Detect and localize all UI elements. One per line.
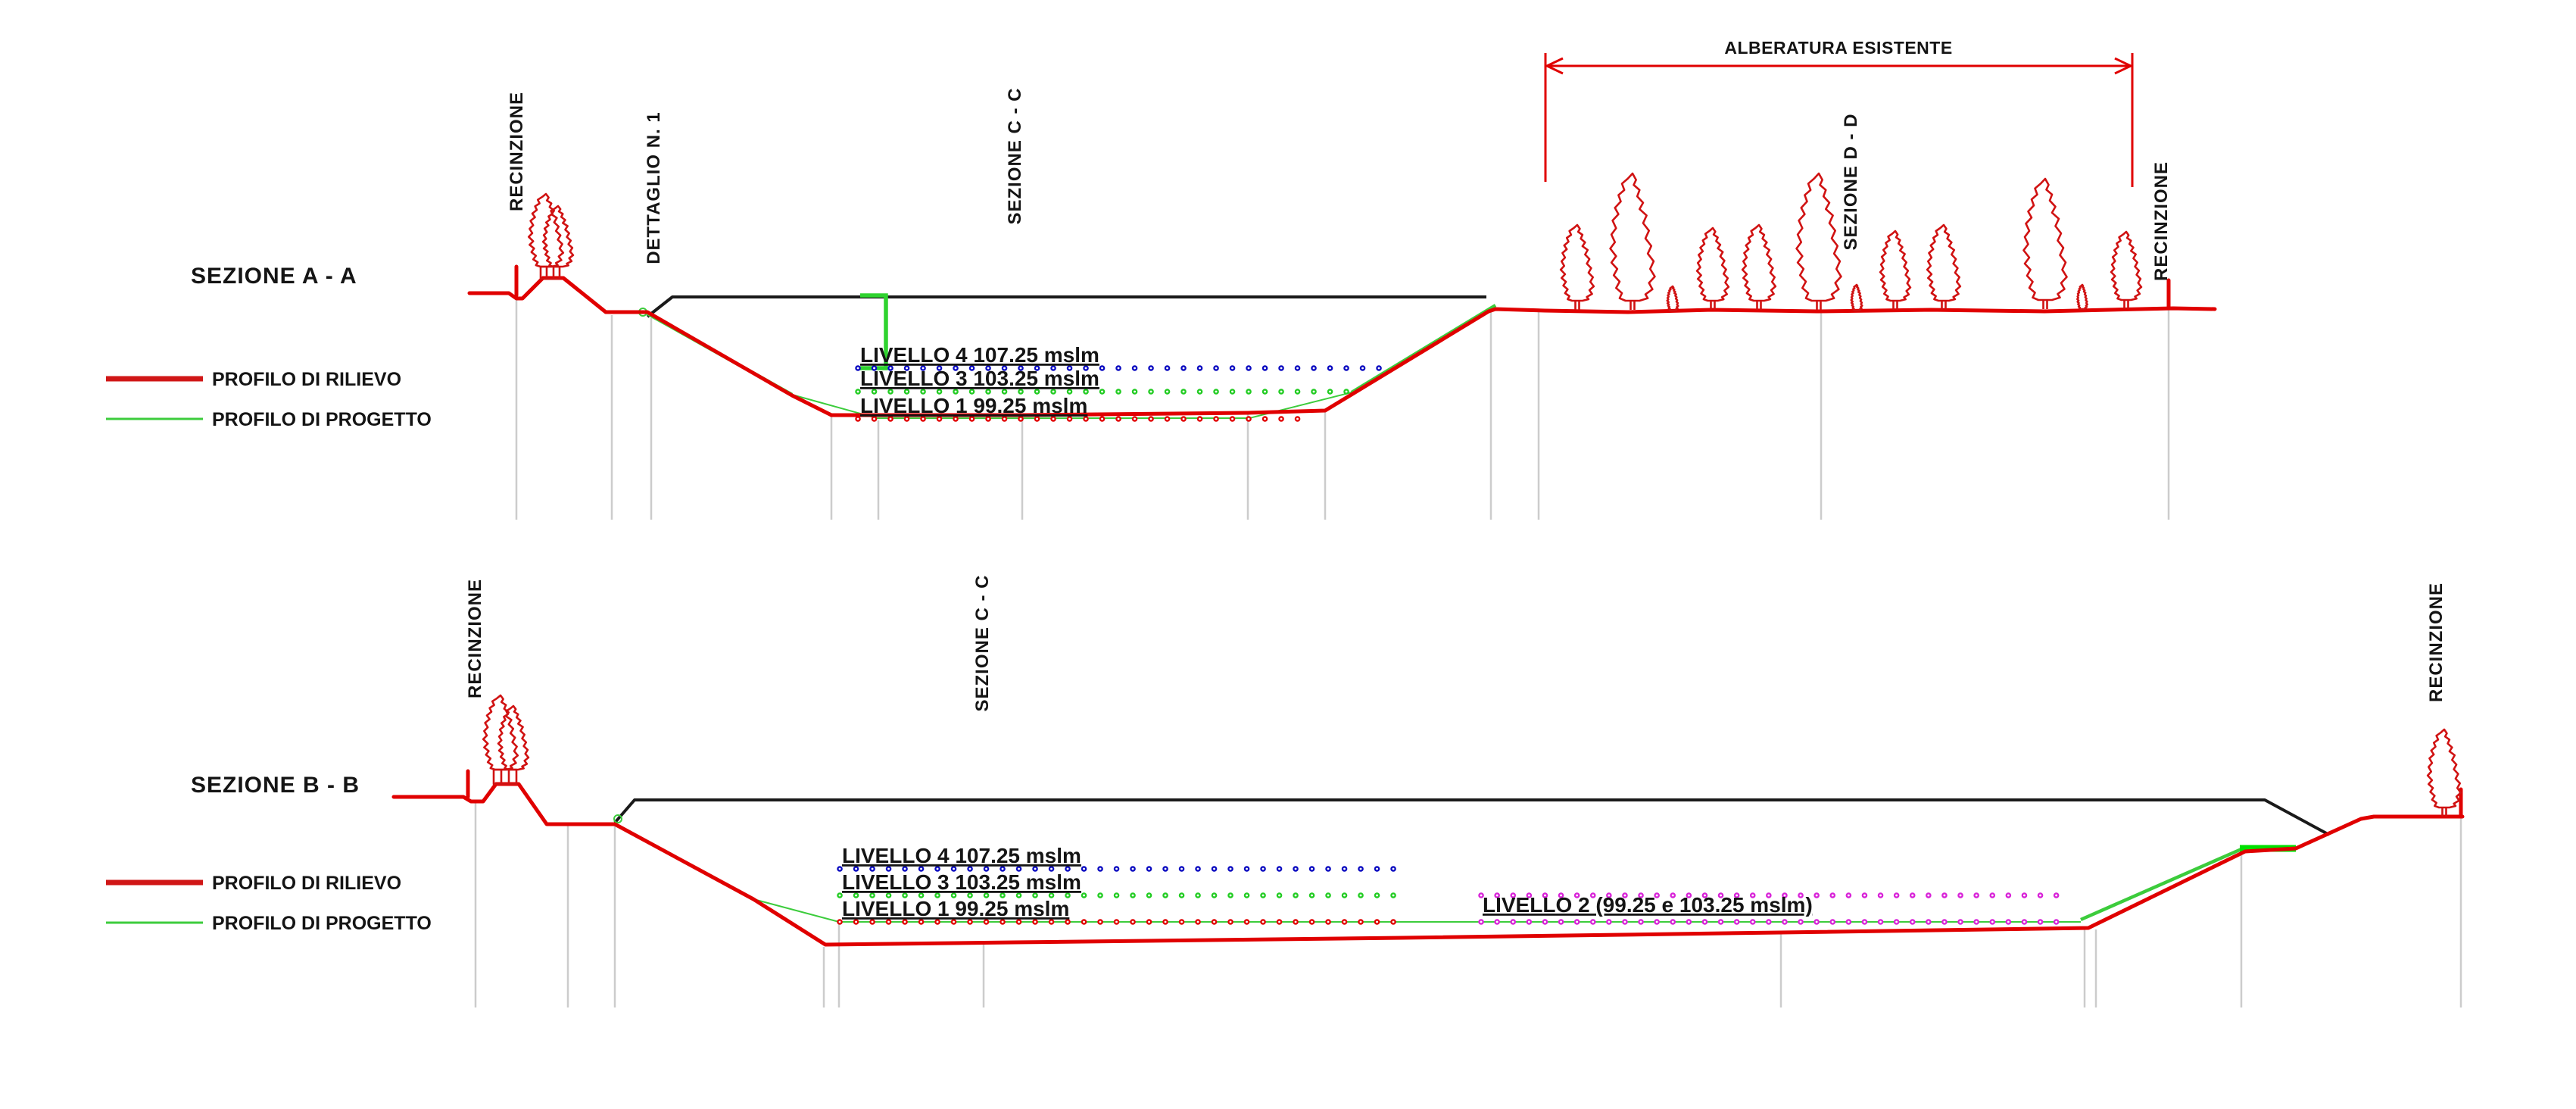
tree-trunk-box (492, 768, 518, 786)
section-a-title: SEZIONE A - A (191, 264, 357, 289)
legend-survey-label: PROFILO DI RILIEVO (212, 369, 401, 390)
tree (1797, 173, 1842, 310)
section-a-fence-left-label: RECINZIONE (507, 92, 527, 211)
section-a-level4-label: LIVELLO 4 107.25 mslm (860, 343, 1099, 367)
section-b-level1-label: LIVELLO 1 99.25 mslm (842, 897, 1069, 920)
section-a-guide-lines (515, 295, 2170, 520)
section-a: SEZIONE A - A PROFILO DI RILIEVO PROFILO… (106, 38, 2217, 520)
station-guides (515, 295, 2170, 520)
existing-tree-row (1559, 173, 2143, 311)
tree-trunks (545, 267, 555, 279)
section-a-level1-label: LIVELLO 1 99.25 mslm (860, 394, 1087, 417)
section-b-right-tree (2426, 728, 2462, 817)
section-b: SEZIONE B - B PROFILO DI RILIEVO PROFILO… (106, 574, 2465, 1007)
section-a-fence-right-label: RECINZIONE (2151, 161, 2172, 281)
section-a-legend: PROFILO DI RILIEVO PROFILO DI PROGETTO (106, 369, 432, 430)
legend-design-label: PROFILO DI PROGETTO (212, 409, 432, 430)
legend-design-label: PROFILO DI PROGETTO (212, 913, 432, 934)
section-b-survey-profile (391, 782, 2465, 947)
section-a-design-bottom (791, 392, 1352, 419)
tree (2024, 179, 2067, 309)
tree (1695, 226, 1730, 310)
section-b-level-lines (837, 866, 2066, 925)
dimension-arrow (1544, 53, 2134, 187)
section-b-level2-label: LIVELLO 2 (99.25 e 103.25 mslm) (1483, 893, 1813, 917)
section-a-section-d-label: SEZIONE D - D (1841, 113, 1861, 250)
section-a-level-lines (855, 365, 1383, 422)
legend-survey-label: PROFILO DI RILIEVO (212, 873, 401, 894)
bush (1851, 284, 1863, 311)
alberatura-label: ALBERATURA ESISTENTE (1724, 38, 1952, 58)
tree-trunks (500, 770, 510, 784)
tree (2110, 230, 2143, 309)
tree (1741, 223, 1777, 310)
bush (2076, 284, 2088, 310)
tree (1559, 223, 1595, 310)
section-b-ground-line (613, 798, 2330, 836)
section-b-legend: PROFILO DI RILIEVO PROFILO DI PROGETTO (106, 873, 432, 934)
section-b-fence-right-label: RECINZIONE (2426, 583, 2447, 702)
section-a-level3-label: LIVELLO 3 103.25 mslm (860, 367, 1099, 390)
station-guides (474, 800, 2462, 1007)
tree (1879, 230, 1912, 310)
section-b-title: SEZIONE B - B (191, 773, 360, 798)
section-b-level3-label: LIVELLO 3 103.25 mslm (842, 870, 1081, 894)
section-a-mound-trees (527, 192, 575, 280)
bush (1667, 286, 1679, 311)
section-b-design-start-marker (613, 814, 622, 823)
section-a-section-c-label: SEZIONE C - C (1005, 87, 1025, 224)
section-b-fence-left-label: RECINZIONE (465, 579, 485, 698)
section-b-section-c-label: SEZIONE C - C (972, 574, 993, 711)
section-b-level4-label: LIVELLO 4 107.25 mslm (842, 844, 1081, 867)
section-a-ground-line (646, 295, 1486, 318)
tree (1926, 223, 1962, 310)
section-b-design-slope-right (2080, 847, 2242, 922)
section-a-detail-label: DETTAGLIO N. 1 (644, 111, 664, 264)
tree (1611, 173, 1655, 310)
section-b-mound-trees (482, 694, 530, 786)
tree-trunk-box (539, 265, 561, 280)
alberatura-dimension: ALBERATURA ESISTENTE (1544, 38, 2134, 187)
